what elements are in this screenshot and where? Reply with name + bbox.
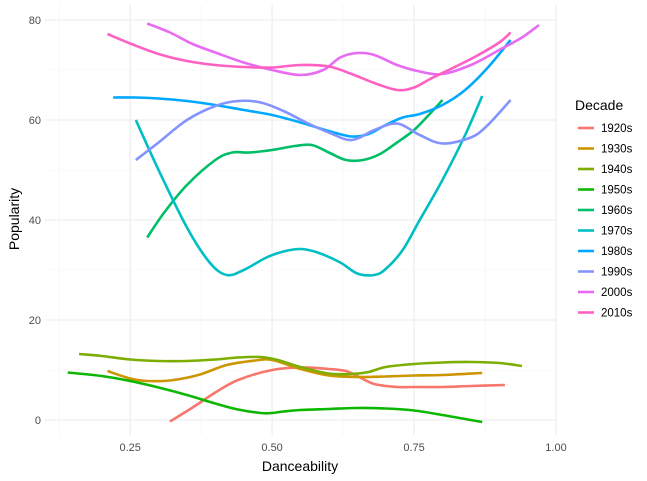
x-tick-label: 0.50 — [261, 442, 282, 454]
legend-label-1930s: 1930s — [601, 144, 633, 156]
legend-label-2000s: 2000s — [601, 287, 633, 299]
legend-label-1970s: 1970s — [601, 226, 633, 238]
x-tick-labels: 0.25 0.50 0.75 1.00 — [119, 442, 566, 454]
legend-label-1960s: 1960s — [601, 205, 633, 217]
legend-label-1940s: 1940s — [601, 164, 633, 176]
series-line-1970s — [134, 95, 484, 277]
x-tick-label: 1.00 — [545, 442, 566, 454]
series-line-1940s — [78, 352, 523, 376]
y-axis-title: Popularity — [6, 188, 22, 250]
y-tick-label: 60 — [29, 115, 41, 127]
series-line-1960s — [146, 99, 444, 239]
series-line-1950s — [67, 371, 483, 424]
y-tick-label: 0 — [35, 415, 41, 427]
legend-label-1980s: 1980s — [601, 246, 633, 258]
legend: Decade 1920s 1930s 1940s 1950s 1960s 1970s 198… — [575, 97, 633, 320]
series-lines — [67, 22, 540, 424]
y-tick-labels: 0 20 40 60 80 — [29, 15, 41, 427]
legend-label-1920s: 1920s — [601, 123, 633, 135]
legend-label-2010s: 2010s — [601, 308, 633, 320]
series-line-1990s — [135, 99, 512, 162]
x-tick-label: 0.75 — [403, 442, 424, 454]
y-tick-label: 80 — [29, 15, 41, 27]
legend-label-1990s: 1990s — [601, 267, 633, 279]
y-tick-label: 20 — [29, 315, 41, 327]
series-line-1980s — [113, 39, 512, 138]
legend-label-1950s: 1950s — [601, 185, 633, 197]
series-line-2010s — [106, 31, 512, 92]
x-tick-label: 0.25 — [119, 442, 140, 454]
series-line-1920s — [169, 366, 505, 423]
y-tick-label: 40 — [29, 215, 41, 227]
series-line-2000s — [146, 22, 540, 77]
x-axis-title: Danceability — [262, 458, 338, 474]
legend-title: Decade — [575, 97, 623, 113]
grid — [45, 5, 557, 435]
